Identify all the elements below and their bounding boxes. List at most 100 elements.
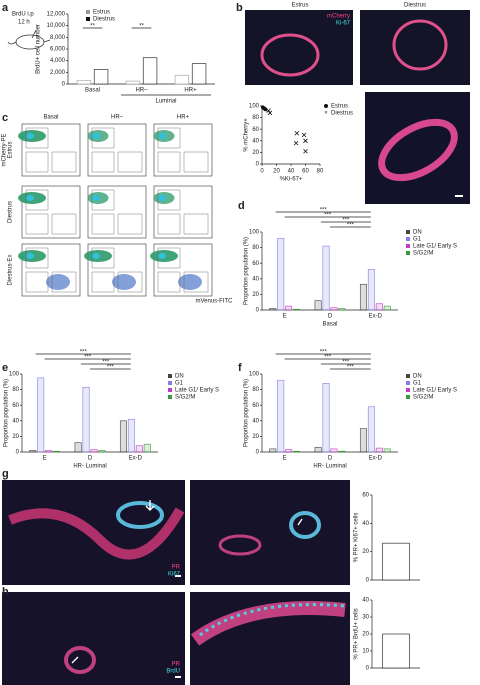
significance-label: ***: [324, 355, 332, 361]
flow-population: [158, 133, 166, 139]
flow-column-label: Basal: [43, 115, 58, 121]
bar: [285, 305, 293, 311]
legend-label: Diestrus: [331, 111, 353, 117]
bar: [314, 447, 322, 453]
y-tick-label: 0: [256, 450, 260, 456]
bar: [135, 445, 143, 453]
injection-label: BrdU i.p: [12, 12, 34, 18]
legend-label: G1: [413, 237, 422, 243]
panel-letter: g: [2, 468, 9, 480]
y-tick-label: 8,000: [50, 35, 66, 41]
panel-letter: b: [236, 2, 243, 14]
bar: [375, 303, 383, 311]
point: [263, 107, 268, 112]
bar: [269, 308, 277, 311]
legend-marker: [86, 10, 90, 14]
y-tick-label: 40: [362, 521, 369, 527]
significance-label: ***: [102, 360, 110, 366]
bar: [82, 386, 90, 453]
y-tick-label: 20: [252, 434, 259, 440]
x-tick-label: 0: [260, 169, 264, 175]
bar: [293, 308, 301, 311]
bar: [367, 269, 375, 311]
bar: [119, 420, 127, 453]
flow-population: [92, 253, 100, 259]
legend-marker: [406, 374, 410, 378]
x-tick-label: HR+: [184, 88, 197, 94]
bar: [367, 406, 375, 453]
legend-label: DN: [413, 230, 422, 236]
y-tick-label: 10: [362, 649, 369, 655]
y-axis-label: Proportion population (%): [244, 237, 250, 305]
stain-label: mCherry: [327, 14, 350, 20]
y-tick-label: 80: [252, 115, 259, 121]
flow-gate: [25, 247, 77, 293]
y-tick-label: 20: [12, 434, 19, 440]
flow-gate: [25, 127, 77, 173]
flow-gate: [25, 189, 77, 235]
flow-population: [158, 253, 166, 259]
y-tick-label: 4,000: [50, 58, 66, 64]
bar: [53, 450, 61, 453]
legend-label: S/G2/M: [175, 395, 195, 401]
bar: [375, 447, 383, 453]
legend-label: G1: [413, 381, 422, 387]
bar: [293, 450, 301, 453]
image-title: Diestrus: [404, 3, 426, 9]
y-tick-label: 80: [252, 245, 259, 251]
legend-marker: [406, 381, 410, 385]
flow-column-label: HR–: [111, 115, 124, 121]
flow-population: [26, 253, 34, 259]
x-axis-label: HR- Luminal: [73, 464, 106, 470]
y-axis-label: % PR+ BrdU+ cells: [354, 608, 360, 659]
bar: [45, 450, 53, 453]
legend-marker: [406, 244, 410, 248]
micrographs: [2, 10, 470, 685]
legend-marker: [406, 230, 410, 234]
y-tick-label: 20: [362, 632, 369, 638]
bar: [330, 448, 338, 453]
y-tick-label: 0: [366, 578, 370, 584]
legend-label: DN: [413, 374, 422, 380]
panel-letter: c: [2, 112, 8, 124]
x-axis-label: Basal: [322, 322, 337, 328]
x-tick-label: Ex-D: [369, 314, 383, 320]
bar: [93, 69, 109, 85]
x-tick-label: D: [328, 314, 333, 320]
panel-letter: f: [238, 362, 242, 374]
flow-population: [92, 133, 100, 139]
flow-population: [46, 274, 70, 290]
legend-marker: [168, 388, 172, 392]
flow-population: [26, 195, 34, 201]
flow-column-label: HR+: [177, 115, 190, 121]
legend-label: Diestrus: [93, 17, 115, 23]
significance-label: ***: [320, 208, 328, 214]
x-tick-label: E: [283, 314, 287, 320]
y-tick-label: 0: [62, 82, 66, 88]
y-tick-label: 30: [362, 615, 369, 621]
significance-label: ***: [320, 350, 328, 356]
significance-label: ***: [324, 213, 332, 219]
significance-label: ***: [342, 360, 350, 366]
stain-label: PR: [172, 565, 181, 571]
x-tick-label: D: [88, 456, 93, 462]
point: [266, 108, 271, 113]
x-tick-label: 20: [273, 169, 280, 175]
y-tick-label: 40: [252, 276, 259, 282]
y-tick-label: 0: [256, 162, 260, 168]
y-axis-label: % mCherry+: [244, 118, 250, 152]
bar: [269, 448, 277, 453]
legend-marker: [168, 395, 172, 399]
legend-label: G1: [175, 381, 184, 387]
y-tick-label: 40: [252, 418, 259, 424]
point: [267, 110, 273, 116]
point: [293, 140, 299, 146]
legend-label: S/G2/M: [413, 251, 433, 257]
stain-label: PR: [172, 662, 181, 668]
x-tick-label: Basal: [85, 88, 100, 94]
bar: [125, 80, 141, 85]
point: [303, 138, 308, 144]
legend-marker: [406, 237, 410, 241]
y-axis-label: % PR+ Ki67+ cells: [354, 513, 360, 563]
